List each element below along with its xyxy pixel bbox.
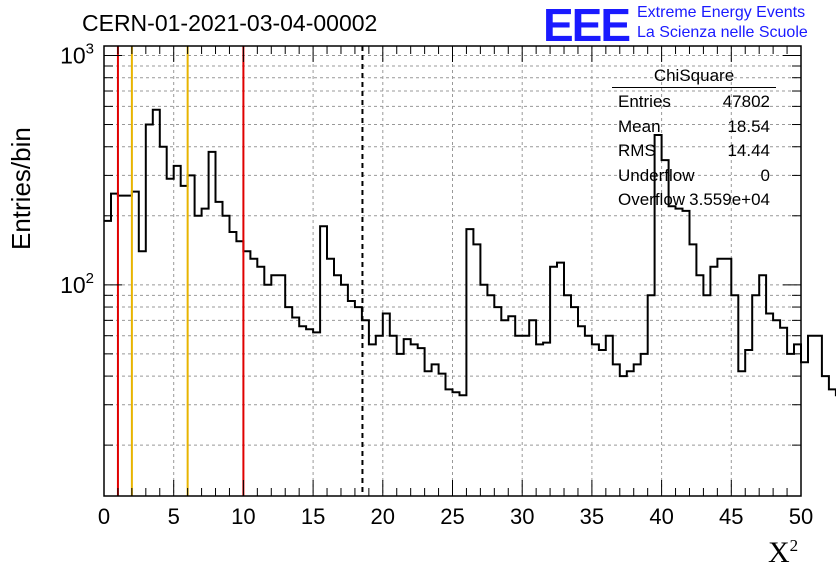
stats-value: 18.54	[727, 116, 770, 136]
stats-title: ChiSquare	[612, 66, 776, 88]
y-tick-label-base: 10	[60, 42, 86, 68]
x-tick-label: 25	[440, 504, 464, 529]
stats-row: Entries 47802	[612, 92, 776, 117]
x-tick-label: 40	[649, 504, 673, 529]
x-tick-label: 0	[98, 504, 110, 529]
x-tick-label: 50	[789, 504, 813, 529]
x-tick-label: 15	[301, 504, 325, 529]
x-axis-label-base: X	[768, 536, 790, 569]
stats-box: ChiSquare Entries 47802 Mean 18.54 RMS 14.4…	[612, 66, 776, 215]
stats-value: 47802	[722, 92, 770, 111]
stats-value: 0	[760, 165, 770, 185]
stats-key: Overflow	[618, 190, 686, 209]
logo-line-1: Extreme Energy Events	[637, 4, 806, 21]
y-tick-label-exp: 3	[86, 40, 94, 57]
stats-row: RMS 14.44	[612, 141, 776, 166]
x-tick-label: 5	[168, 504, 180, 529]
x-tick-label: 35	[580, 504, 604, 529]
stats-key: RMS	[618, 141, 656, 160]
x-tick-label: 30	[510, 504, 534, 529]
y-tick-label: 103	[60, 40, 94, 68]
chart-title: CERN-01-2021-03-04-00002	[82, 10, 378, 36]
x-tick-label: 45	[719, 504, 743, 529]
stats-value: 14.44	[727, 141, 770, 160]
y-tick-label-exp: 2	[86, 270, 94, 287]
histogram-series	[104, 108, 836, 397]
x-tick-label: 20	[371, 504, 395, 529]
logo-line-2: La Scienza nelle Scuole	[637, 24, 808, 41]
stats-value: 3.559e+04	[689, 190, 770, 209]
y-tick-label: 102	[60, 270, 94, 298]
stats-row: Underflow 0	[612, 166, 776, 191]
stats-key: Entries	[618, 92, 671, 111]
x-axis-label-sup: 2	[789, 536, 799, 555]
y-tick-label-base: 10	[60, 272, 86, 298]
stats-row: Overflow 3.559e+04	[612, 190, 776, 215]
stats-key: Mean	[618, 116, 661, 136]
x-axis-label: X2	[768, 536, 798, 570]
eee-logo: EEE	[543, 0, 631, 51]
stats-row: Mean 18.54	[612, 117, 776, 142]
x-tick-label: 10	[231, 504, 255, 529]
stats-key: Underflow	[618, 165, 695, 185]
